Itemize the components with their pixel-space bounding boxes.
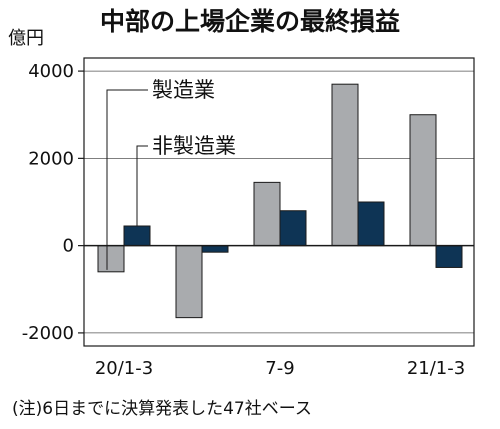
x-tick-label: 7-9: [265, 358, 294, 379]
legend-leader-manufacturing: [106, 89, 148, 270]
bar-manufacturing: [97, 245, 125, 273]
x-tick-label: 20/1-3: [95, 358, 153, 379]
y-tick-label: 0: [63, 236, 74, 257]
unit-label: 億円: [8, 28, 44, 49]
bar-non-manufacturing: [279, 210, 307, 247]
legend-leader-non-manufacturing: [136, 145, 148, 226]
bar-non-manufacturing: [357, 201, 385, 247]
x-tick-label: 21/1-3: [407, 358, 465, 379]
bar-non-manufacturing: [435, 245, 463, 268]
x-axis-ticks: 20/1-3 7-9 21/1-3: [95, 358, 465, 379]
legend-label-non-manufacturing: 非製造業: [152, 134, 236, 158]
gridlines: [84, 70, 474, 334]
bar-manufacturing: [409, 114, 437, 247]
bars: [97, 83, 463, 319]
bar-manufacturing: [253, 181, 281, 247]
bar-manufacturing: [331, 83, 359, 247]
plot-frame: [83, 57, 475, 347]
legend: 製造業 非製造業: [106, 78, 236, 270]
y-tick-label: 2000: [28, 148, 74, 169]
y-tick-label: -2000: [22, 323, 74, 344]
bar-non-manufacturing: [201, 245, 229, 253]
footnote: (注)6日までに決算発表した47社ベース: [12, 399, 312, 419]
y-tick-label: 4000: [28, 61, 74, 82]
chart-title: 中部の上場企業の最終損益: [100, 7, 400, 36]
bar-manufacturing: [175, 245, 203, 319]
bar-non-manufacturing: [123, 225, 151, 247]
legend-label-manufacturing: 製造業: [152, 78, 215, 102]
y-axis-ticks: 4000 2000 0 -2000: [22, 61, 84, 344]
